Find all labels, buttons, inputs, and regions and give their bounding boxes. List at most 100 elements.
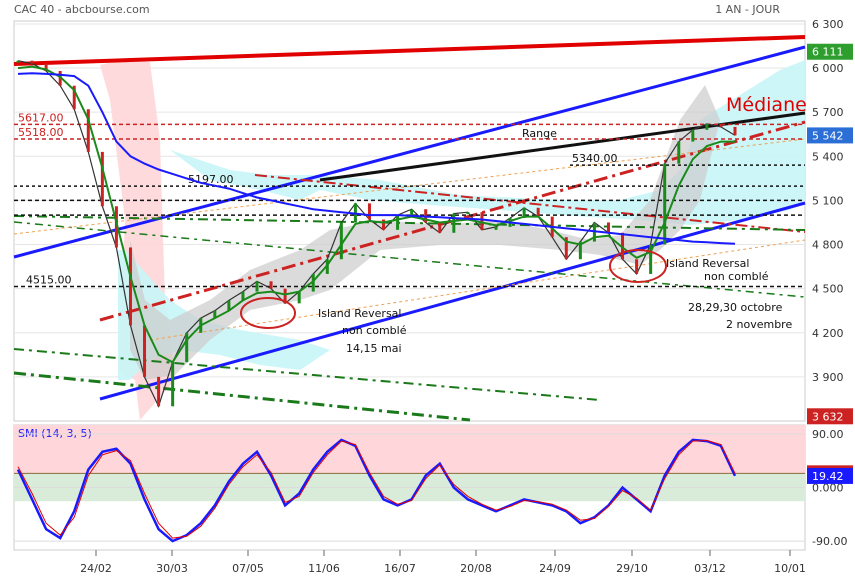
- price-candle: [705, 123, 709, 130]
- island1-line2: non comblé: [342, 324, 407, 337]
- price-tick-label: 6 000: [812, 62, 844, 75]
- smi-series: [16, 438, 737, 543]
- date-tick-label: 03/12: [694, 562, 726, 575]
- price-tick-label: 5 400: [812, 150, 844, 163]
- price-badge-bg: [807, 408, 853, 425]
- price-tick-label: 4 800: [812, 239, 844, 252]
- price-candle: [339, 222, 343, 260]
- price-candle: [114, 206, 118, 248]
- green-dashed-line-4: [13, 371, 471, 422]
- island2-line2: non comblé: [704, 270, 769, 283]
- price-candle: [171, 362, 175, 407]
- smi-badges: 23.8119.42: [807, 465, 853, 484]
- price-candle: [564, 237, 568, 260]
- date-tick-label: 16/07: [384, 562, 416, 575]
- upper-trend-line: [13, 35, 806, 66]
- price-candle: [396, 215, 400, 230]
- price-candle: [663, 163, 667, 245]
- island2-line4: 2 novembre: [726, 318, 792, 331]
- price-candle: [494, 226, 498, 230]
- smi-line: [16, 438, 737, 543]
- price-candle: [241, 291, 245, 301]
- price-series: [16, 60, 737, 408]
- price-candle: [283, 288, 287, 304]
- price-candle: [452, 213, 456, 233]
- smi-line: [17, 439, 736, 539]
- chart-period: 1 AN - JOUR: [715, 3, 780, 16]
- price-tick-label: 4 200: [812, 327, 844, 340]
- price-candle: [44, 63, 48, 71]
- price-candle: [606, 222, 610, 233]
- price-candle: [382, 219, 386, 230]
- price-candle: [719, 123, 723, 127]
- price-candle: [143, 325, 147, 377]
- price-candle: [297, 291, 301, 304]
- price-candle: [438, 222, 442, 233]
- island1-line3: 14,15 mai: [346, 342, 402, 355]
- lower-channel-line: [99, 201, 806, 401]
- price-candle: [522, 207, 526, 219]
- price-candle: [677, 141, 681, 164]
- price-candle: [649, 244, 653, 274]
- price-candle: [466, 212, 470, 215]
- smi-tick-label: 0.000: [812, 482, 844, 495]
- price-tick-label: 5 100: [812, 194, 844, 207]
- price-candle: [128, 247, 132, 326]
- date-tick-label: 24/02: [80, 562, 112, 575]
- price-candle: [635, 259, 639, 274]
- smi-badge-label: 19.42: [812, 470, 844, 483]
- price-tick-label: 4 500: [812, 283, 844, 296]
- upper-channel-line: [13, 45, 806, 259]
- price-candle: [227, 300, 231, 311]
- series-line: [17, 72, 736, 245]
- mediane-label: Médiane: [726, 94, 807, 116]
- price-candle: [72, 85, 76, 110]
- green-dashed-line-3: [13, 348, 601, 401]
- price-badge-bg: [807, 43, 853, 60]
- orange-dashed-line-1: [13, 138, 806, 235]
- price-candle: [691, 129, 695, 142]
- price-candle: [367, 203, 371, 220]
- price-badge-label: 5 542: [812, 129, 844, 142]
- island2-line1: Island Reversal: [666, 257, 749, 270]
- price-badges: 6 111 5 542 3 632: [807, 43, 853, 425]
- smi-tick-label: 90.00: [812, 428, 844, 441]
- price-tick-label: 3 900: [812, 371, 844, 384]
- price-candle: [269, 281, 273, 289]
- price-candle: [157, 376, 161, 407]
- date-tick-label: 07/05: [232, 562, 264, 575]
- price-candle: [185, 332, 189, 363]
- island1-line1: Island Reversal: [318, 307, 401, 320]
- chart-source: CAC 40 - abcbourse.com: [14, 3, 150, 16]
- price-candle: [16, 60, 20, 63]
- price-candle: [86, 109, 90, 152]
- price-candle: [410, 209, 414, 216]
- price-candle: [621, 232, 625, 260]
- price-badge-bg: [807, 127, 853, 144]
- level-label: 5617.00: [18, 111, 64, 124]
- price-badge-label: 3 632: [812, 410, 844, 423]
- level-label: 5340.00: [572, 152, 618, 165]
- price-candle: [58, 71, 62, 86]
- price-tick-label: 5 700: [812, 106, 844, 119]
- price-candle: [733, 126, 737, 136]
- date-axis: 24/02 30/03 07/05 11/06 16/07 20/08 24/09 29/10…: [80, 550, 806, 575]
- price-candle: [311, 273, 315, 292]
- series-line: [17, 60, 736, 408]
- price-candle: [213, 310, 217, 319]
- price-candle: [536, 207, 540, 217]
- price-badge-label: 6 111: [812, 46, 844, 59]
- level-label: 5518.00: [18, 126, 64, 139]
- ichimoku-cloud-cyan: [170, 60, 805, 225]
- price-candle: [100, 151, 104, 207]
- level-label: 4515.00: [26, 273, 72, 286]
- price-candle: [480, 212, 484, 230]
- date-tick-label: 11/06: [308, 562, 340, 575]
- smi-grid: [14, 433, 805, 542]
- bollinger-band: [130, 85, 720, 380]
- red-dashed-down-line: [254, 174, 806, 233]
- green-dashed-line-2: [13, 221, 806, 298]
- date-tick-label: 10/01: [774, 562, 806, 575]
